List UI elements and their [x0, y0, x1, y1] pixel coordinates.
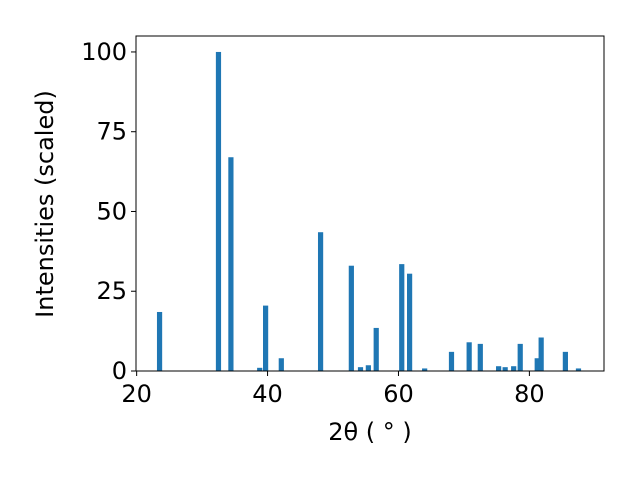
y-tick-label: 100	[81, 38, 127, 66]
bar	[407, 273, 413, 371]
y-tick-label: 25	[96, 277, 127, 305]
y-tick-label: 0	[112, 357, 127, 385]
bar	[517, 343, 523, 371]
plot-frame	[135, 35, 605, 372]
x-tick-label: 60	[383, 380, 414, 408]
bar	[357, 367, 364, 371]
bar	[477, 343, 483, 371]
bar	[562, 351, 568, 371]
bar	[156, 311, 163, 371]
bar	[538, 337, 544, 371]
bar	[422, 368, 428, 371]
bar	[215, 51, 222, 371]
y-tick-label: 50	[96, 197, 127, 225]
bar	[502, 367, 508, 371]
x-tick-label: 40	[252, 380, 283, 408]
bar	[448, 351, 455, 371]
bar	[317, 232, 324, 371]
y-tick-label: 75	[96, 118, 127, 146]
bar	[365, 365, 371, 371]
bar	[399, 264, 405, 371]
bar	[228, 157, 234, 371]
bar	[257, 367, 263, 371]
x-tick-label: 80	[514, 380, 545, 408]
bar	[466, 342, 472, 371]
bar	[575, 368, 582, 371]
x-axis-label: 2θ ( ° )	[328, 418, 412, 446]
bar	[263, 305, 269, 371]
bar	[348, 265, 354, 371]
y-axis-label: Intensities (scaled)	[31, 90, 59, 318]
bar	[373, 327, 379, 371]
bar	[278, 358, 284, 371]
bar	[511, 366, 517, 371]
bar	[496, 366, 502, 371]
x-tick-label: 20	[121, 380, 152, 408]
bar	[534, 358, 540, 371]
